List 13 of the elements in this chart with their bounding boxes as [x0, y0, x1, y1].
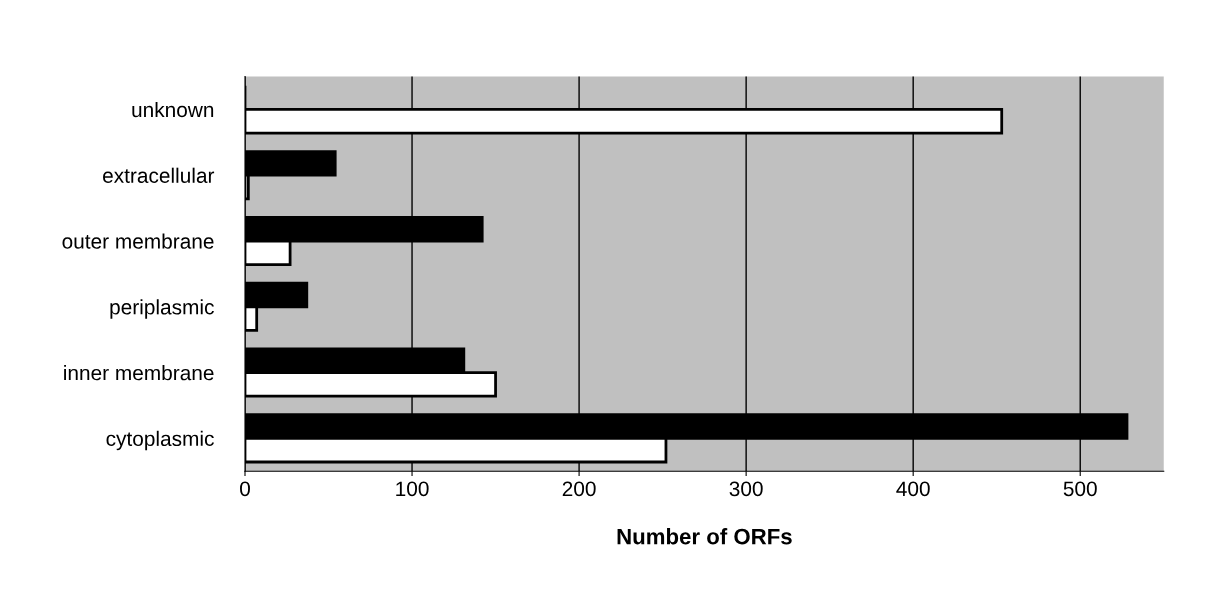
- y-tick-label: extracellular: [103, 167, 215, 183]
- x-tick-label: 100: [396, 481, 429, 497]
- x-tick-label: 400: [896, 481, 930, 497]
- y-tick-label: periplasmic: [110, 299, 214, 319]
- y-tick-label: outer membrane: [62, 233, 214, 249]
- y-tick-label: inner membrane: [64, 364, 214, 381]
- x-tick-label: 300: [729, 481, 763, 497]
- y-tick-label: cytoplasmic: [106, 430, 214, 451]
- x-tick-label: 200: [562, 481, 596, 497]
- x-tick-label: 500: [1063, 481, 1097, 497]
- x-axis-title: Number of ORFs: [617, 528, 792, 545]
- y-tick-label: unknown: [132, 101, 214, 118]
- x-tick-label: 0: [240, 481, 250, 497]
